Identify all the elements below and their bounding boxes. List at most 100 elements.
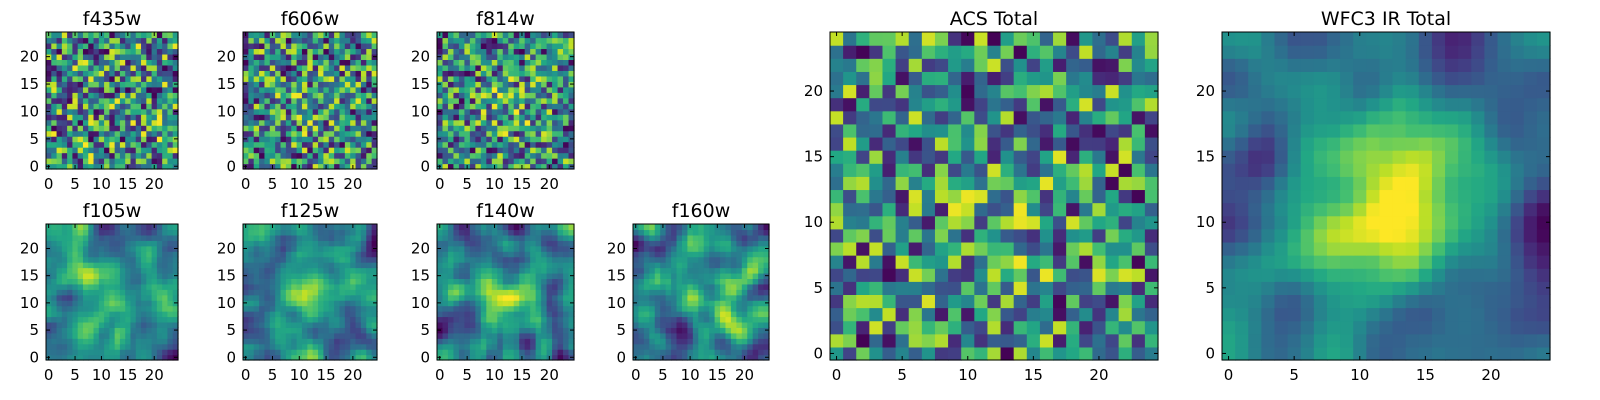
heatmap-cell (334, 92, 341, 99)
heatmap-cell (437, 311, 444, 318)
heatmap-cell (109, 278, 116, 285)
heatmap-cell (259, 267, 266, 274)
heatmap-cell (453, 75, 460, 82)
heatmap-cell (469, 294, 476, 301)
heatmap-cell (109, 32, 116, 39)
heatmap-cell (882, 202, 897, 217)
heatmap-cell (167, 267, 174, 274)
heatmap-cell (497, 92, 504, 99)
heatmap-cell (98, 289, 105, 296)
heatmap-cell (104, 267, 110, 274)
heatmap-cell (763, 289, 770, 296)
heatmap-cell (703, 267, 710, 274)
heatmap-cell (371, 32, 378, 39)
heatmap-cell (264, 119, 271, 126)
heatmap-cell (469, 349, 476, 356)
heatmap-cell (125, 267, 132, 274)
heatmap-cell (1053, 176, 1067, 191)
heatmap-cell (453, 300, 460, 307)
heatmap-cell (253, 224, 260, 231)
heatmap-cell (681, 354, 688, 361)
heatmap-cell (360, 32, 367, 39)
heatmap-cell (355, 316, 362, 323)
heatmap-cell (130, 158, 137, 165)
heatmap-cell (114, 59, 121, 66)
heatmap-cell (151, 289, 158, 296)
heatmap-cell (291, 130, 298, 137)
heatmap-cell (519, 119, 526, 126)
heatmap-cell (1144, 346, 1159, 361)
heatmap-cell (948, 346, 962, 361)
heatmap-cell (280, 136, 287, 143)
heatmap-cell (741, 283, 748, 290)
heatmap-cell (366, 152, 373, 159)
heatmap-cell (882, 268, 897, 282)
heatmap-cell (135, 343, 142, 350)
heatmap-cell (98, 343, 105, 350)
heatmap-cell (486, 272, 493, 279)
heatmap-cell (312, 70, 319, 77)
heatmap-cell (541, 289, 548, 296)
heatmap-cell (243, 294, 249, 301)
heatmap-cell (568, 283, 575, 290)
heatmap-cell (895, 268, 910, 282)
heatmap-cell (563, 108, 570, 115)
heatmap-cell (638, 349, 645, 356)
heatmap-cell (475, 338, 482, 345)
heatmap-cell (88, 42, 95, 50)
heatmap-cell (654, 267, 661, 274)
heatmap-cell (447, 327, 455, 334)
heatmap-cell (725, 349, 732, 356)
heatmap-cell (130, 108, 137, 115)
heatmap-cell (469, 305, 476, 312)
heatmap-cell (291, 114, 298, 121)
heatmap-cell (541, 267, 548, 274)
heatmap-cell (730, 327, 737, 334)
heatmap-cell (513, 70, 520, 77)
heatmap-cell (61, 354, 68, 361)
heatmap-cell (93, 251, 100, 258)
heatmap-cell (72, 59, 79, 66)
heatmap-cell (921, 281, 936, 295)
heatmap-cell (56, 59, 63, 66)
heatmap-cell (681, 262, 688, 269)
heatmap-cell (125, 251, 132, 258)
heatmap-cell (323, 245, 330, 252)
heatmap-cell (643, 256, 650, 263)
heatmap-cell (1118, 228, 1133, 243)
heatmap-cell (530, 48, 537, 55)
heatmap-cell (475, 343, 482, 350)
heatmap-cell (447, 136, 455, 143)
heatmap-cell (248, 147, 255, 154)
heatmap-cell (475, 42, 482, 50)
heatmap-cell (502, 53, 509, 60)
heatmap-cell (280, 278, 287, 285)
heatmap-cell (291, 332, 298, 339)
heatmap-cell (1131, 255, 1146, 269)
heatmap-cell (1144, 189, 1159, 204)
heatmap-cell (318, 136, 324, 143)
heatmap-cell (172, 251, 179, 258)
heatmap-cell (109, 267, 116, 274)
heatmap-cell (1144, 320, 1159, 335)
heatmap-cell (475, 119, 482, 126)
heatmap-cell (1118, 346, 1133, 361)
heatmap-cell (752, 300, 759, 307)
heatmap-cell (660, 349, 667, 356)
heatmap-cell (1039, 202, 1054, 217)
heatmap-cell (269, 256, 276, 263)
heatmap-cell (156, 234, 163, 241)
heatmap-cell (568, 32, 575, 39)
heatmap-cell (146, 119, 153, 126)
heatmap-cell (557, 240, 564, 247)
heatmap-cell (275, 130, 282, 137)
heatmap-cell (725, 332, 732, 339)
heatmap-cell (758, 224, 765, 231)
heatmap-cell (141, 245, 147, 252)
heatmap-cell (1039, 268, 1054, 282)
heatmap-cell (98, 229, 105, 236)
heatmap-cell (703, 354, 710, 361)
heatmap-cell (869, 150, 884, 164)
heatmap-cell (458, 53, 465, 60)
heatmap-cell (497, 343, 504, 350)
